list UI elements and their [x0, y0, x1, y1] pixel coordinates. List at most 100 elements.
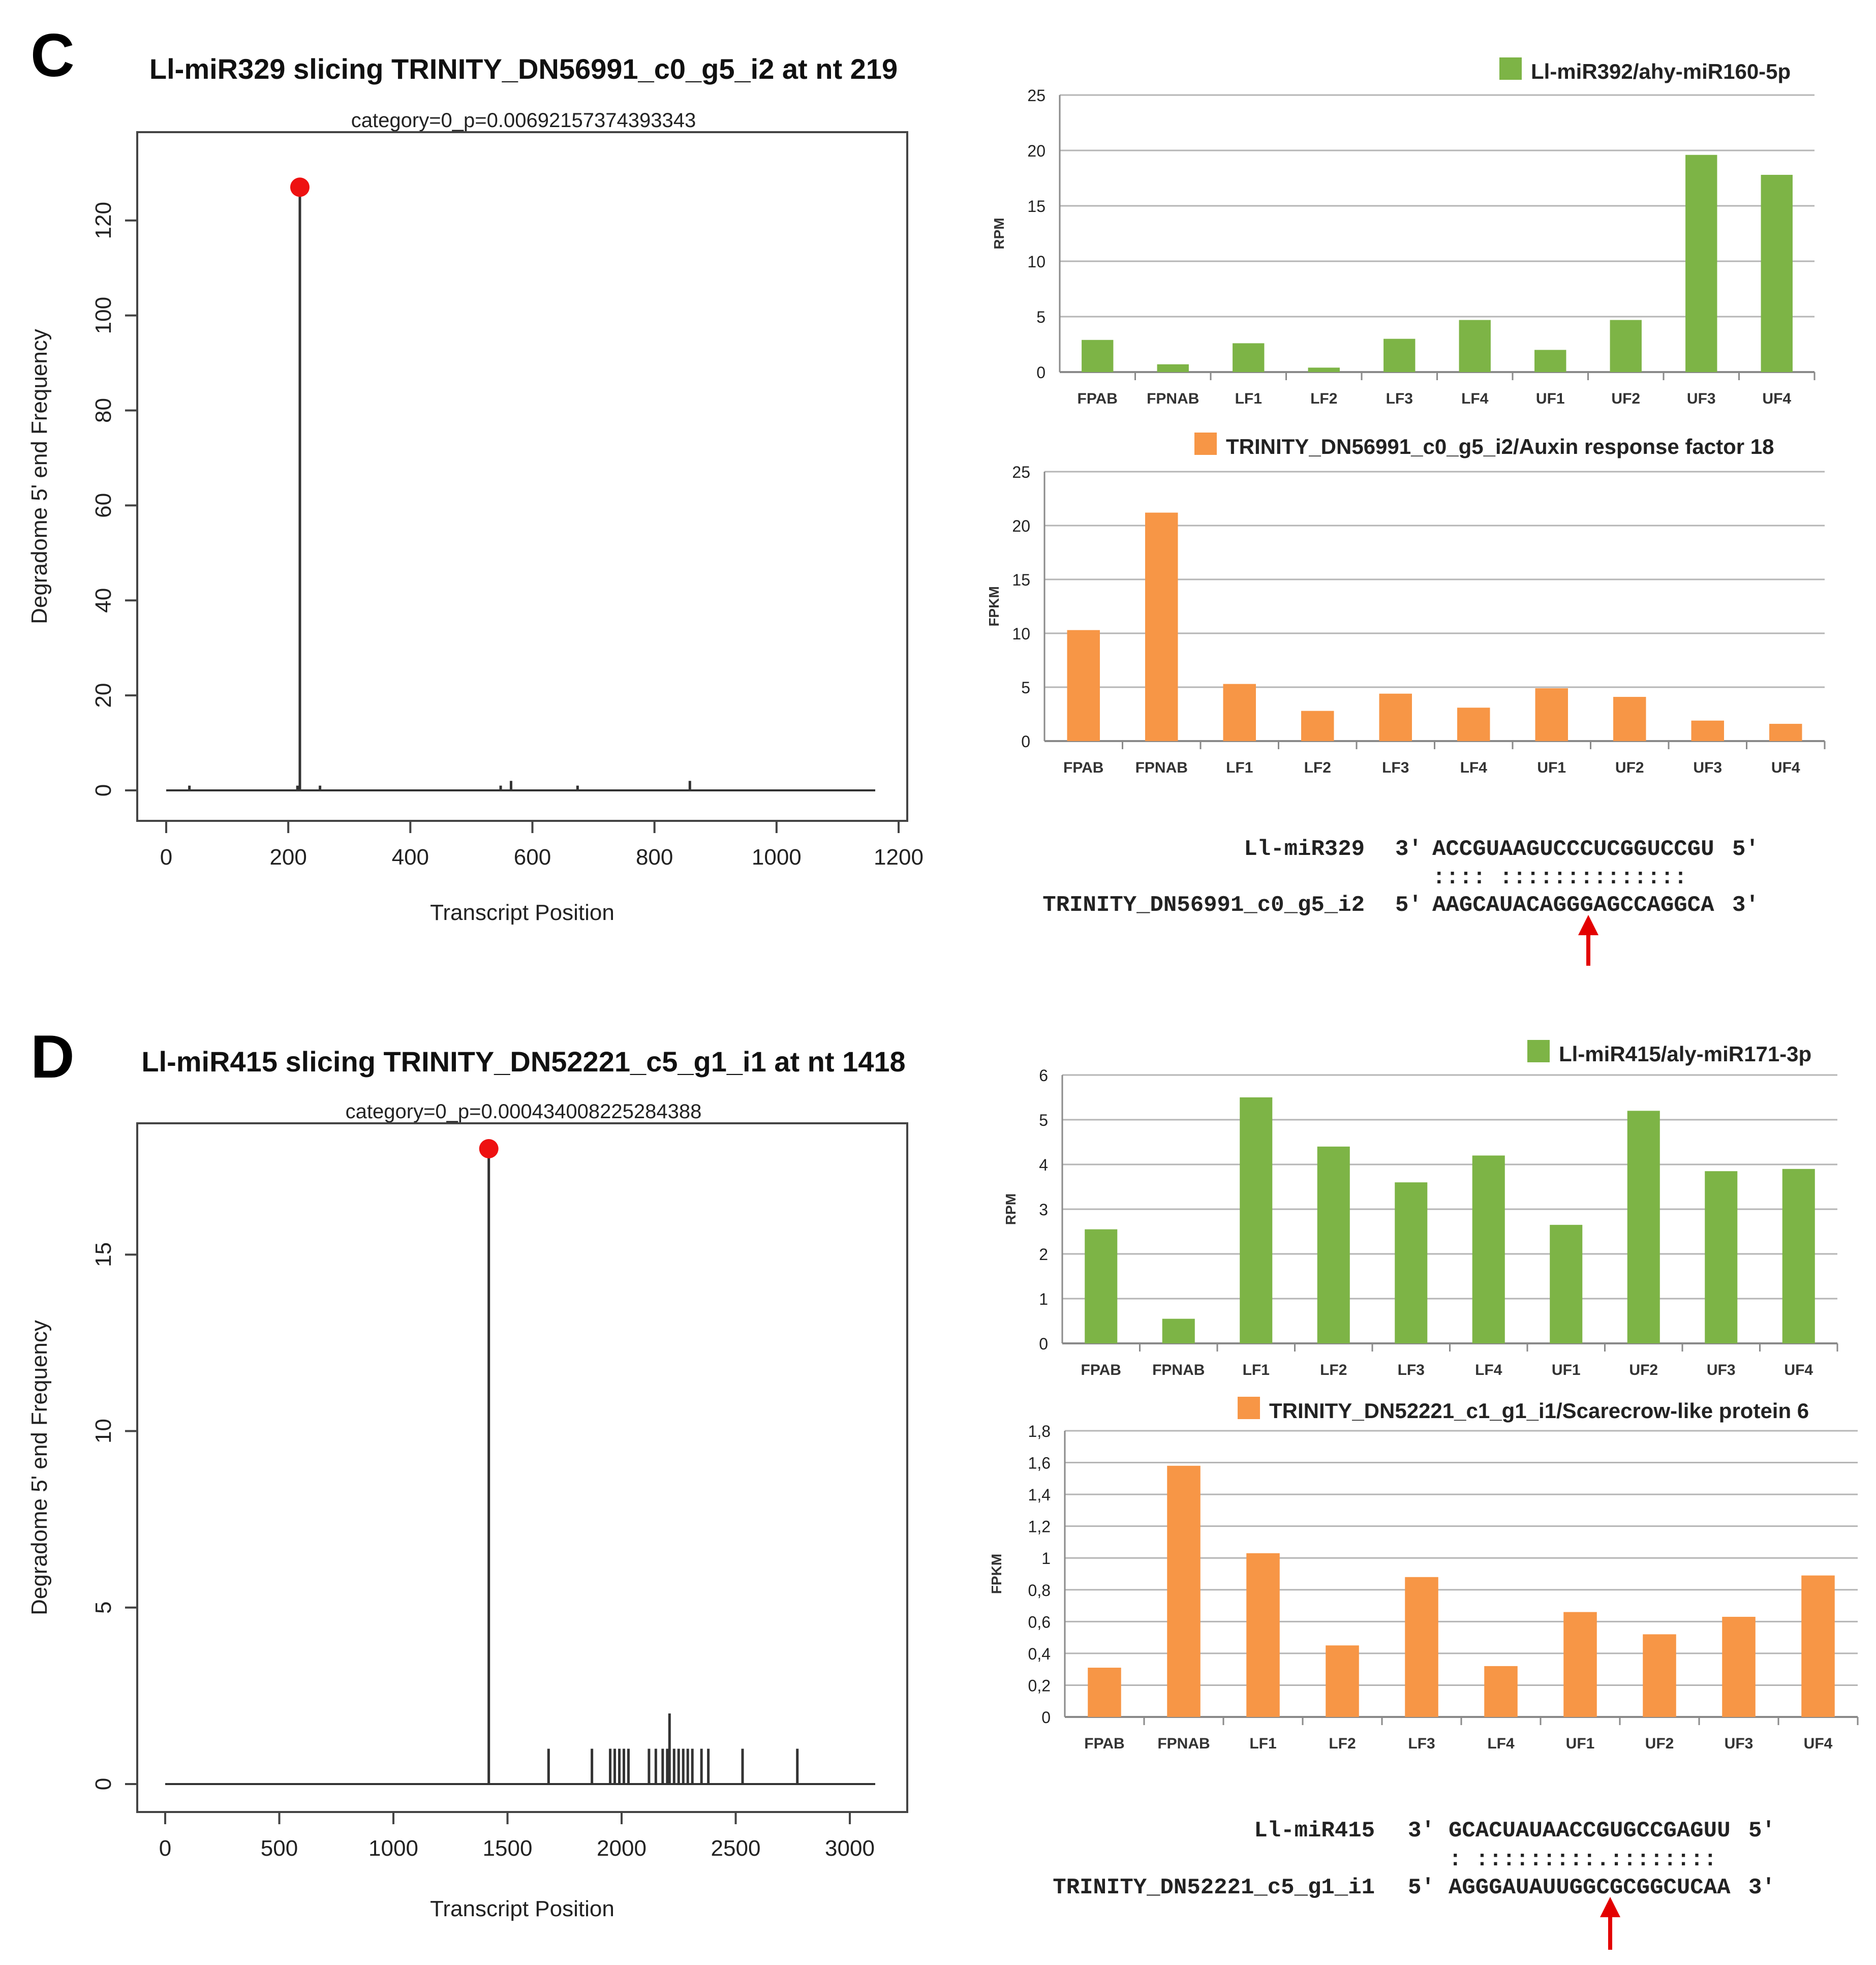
y-tick-label: 0,2	[1028, 1676, 1051, 1695]
bar-UF3	[1705, 1171, 1738, 1343]
y-tick-label: 5	[1021, 679, 1030, 697]
x-tick-label: LF4	[1460, 759, 1488, 776]
bar-FPAB	[1067, 630, 1100, 741]
mirna-3p-end: 5'	[1732, 837, 1759, 862]
x-tick-label: 2500	[711, 1836, 761, 1861]
bar-chart-D-mirna: Ll-miR415/aly-miR171-3p 0 1 2 3 4 5 6 FPAB FPNAB L…	[1003, 1040, 1838, 1378]
target-name: TRINITY_DN56991_c0_g5_i2	[1042, 893, 1365, 918]
legend-label: TRINITY_DN56991_c0_g5_i2/Auxin response …	[1226, 435, 1774, 458]
y-tick-label: 3	[1039, 1201, 1048, 1219]
x-tick-label: FPAB	[1084, 1735, 1124, 1752]
x-tick-label: UF4	[1771, 759, 1800, 776]
y-axis-label: Degradome 5' end Frequency	[27, 329, 52, 624]
alignment-0: Ll-miR329 3' ACCGUAAGUCCCUCGGUCCGU 5':::: :…	[1042, 837, 1759, 966]
x-tick-label: UF3	[1707, 1362, 1736, 1378]
y-tick-label: 120	[91, 202, 116, 239]
bar-LF4	[1484, 1666, 1518, 1717]
x-tick-label: LF1	[1226, 759, 1253, 776]
x-tick-label: 500	[261, 1836, 298, 1861]
x-tick-label: 0	[159, 1836, 171, 1861]
x-axis-label: Transcript Position	[430, 900, 614, 925]
bar-LF2	[1317, 1146, 1350, 1343]
x-tick-label: UF3	[1725, 1735, 1754, 1752]
x-tick-label: LF2	[1304, 759, 1331, 776]
cleavage-arrow-head	[1600, 1897, 1620, 1917]
x-tick-label: LF1	[1235, 390, 1262, 407]
y-tick-label: 25	[1027, 86, 1045, 105]
y-tick-label: 0	[1039, 1335, 1048, 1353]
y-tick-label: 1,8	[1028, 1422, 1051, 1440]
x-tick-label: LF3	[1398, 1362, 1425, 1378]
pairing-marks: :::: ::::::::::::::	[1432, 865, 1687, 891]
bar-FPNAB	[1145, 512, 1178, 741]
x-tick-label: LF2	[1329, 1735, 1356, 1752]
panel-letter-D: D	[30, 1023, 75, 1091]
y-tick-label: 1,2	[1028, 1518, 1051, 1536]
y-tick-label: 15	[91, 1242, 116, 1267]
x-tick-label: 3000	[825, 1836, 875, 1861]
x-tick-label: UF1	[1552, 1362, 1581, 1378]
x-tick-label: LF2	[1310, 390, 1337, 407]
y-tick-label: 0,8	[1028, 1581, 1051, 1600]
bar-LF3	[1405, 1577, 1438, 1717]
x-tick-label: 1500	[483, 1836, 533, 1861]
x-tick-label: 200	[269, 845, 306, 870]
y-tick-label: 10	[1012, 625, 1030, 643]
legend-swatch	[1499, 57, 1522, 80]
target-3p-end: 3'	[1732, 893, 1759, 918]
x-tick-label: LF4	[1487, 1735, 1515, 1752]
alignment-1: Ll-miR415 3' GCACUAUAACCGUGCCGAGUU 5': ::::…	[1053, 1818, 1775, 1950]
y-tick-label: 0	[1036, 363, 1045, 382]
bar-LF1	[1240, 1097, 1273, 1343]
x-tick-label: 0	[160, 845, 172, 870]
x-tick-label: UF1	[1566, 1735, 1595, 1752]
y-axis-label: FPKM	[989, 1554, 1004, 1594]
x-tick-label: LF3	[1382, 759, 1409, 776]
y-tick-label: 1,6	[1028, 1454, 1051, 1472]
y-tick-label: 5	[1036, 308, 1045, 326]
legend-swatch	[1527, 1040, 1550, 1062]
y-tick-label: 1	[1039, 1290, 1048, 1308]
y-tick-label: 4	[1039, 1156, 1048, 1174]
legend-label: TRINITY_DN52221_c1_g1_i1/Scarecrow-like …	[1269, 1399, 1809, 1423]
y-tick-label: 15	[1027, 197, 1045, 216]
bar-UF1	[1535, 688, 1568, 741]
legend-label: Ll-miR392/ahy-miR160-5p	[1531, 59, 1791, 83]
y-tick-label: 20	[91, 683, 116, 708]
mirna-sequence: GCACUAUAACCGUGCCGAGUU	[1449, 1818, 1731, 1844]
bar-UF4	[1782, 1169, 1815, 1343]
target-5p-end: 5'	[1408, 1875, 1435, 1900]
y-tick-label: 100	[91, 297, 116, 334]
bar-FPNAB	[1162, 1318, 1195, 1343]
bar-UF2	[1643, 1634, 1676, 1717]
bar-LF3	[1383, 339, 1416, 372]
bar-FPNAB	[1157, 364, 1189, 372]
x-tick-label: 1000	[752, 845, 802, 870]
cleavage-site-marker	[479, 1139, 499, 1158]
bar-FPAB	[1088, 1668, 1121, 1717]
x-tick-label: 400	[392, 845, 429, 870]
y-tick-label: 2	[1039, 1245, 1048, 1264]
x-tick-label: UF4	[1784, 1362, 1813, 1378]
bar-UF4	[1801, 1575, 1835, 1717]
legend-swatch	[1238, 1397, 1260, 1419]
plot-frame	[136, 131, 908, 822]
panel-letter-C: C	[30, 21, 75, 89]
bar-UF1	[1563, 1612, 1597, 1717]
x-tick-label: 600	[514, 845, 551, 870]
x-tick-label: UF3	[1687, 390, 1716, 407]
y-tick-label: 10	[91, 1419, 116, 1444]
y-tick-label: 25	[1012, 463, 1030, 481]
bar-LF2	[1326, 1645, 1359, 1717]
bar-FPAB	[1082, 340, 1114, 372]
bar-LF2	[1301, 711, 1334, 741]
plot-title: Ll-miR415 slicing TRINITY_DN52221_c5_g1_…	[141, 1046, 905, 1078]
y-axis-label: FPKM	[986, 586, 1002, 626]
mirna-sequence: ACCGUAAGUCCCUCGGUCCGU	[1432, 837, 1714, 862]
mirna-5p-end: 3'	[1395, 837, 1422, 862]
bar-UF4	[1769, 724, 1802, 741]
x-tick-label: UF4	[1804, 1735, 1833, 1752]
y-axis-label: RPM	[991, 218, 1007, 249]
bar-LF4	[1472, 1155, 1505, 1343]
